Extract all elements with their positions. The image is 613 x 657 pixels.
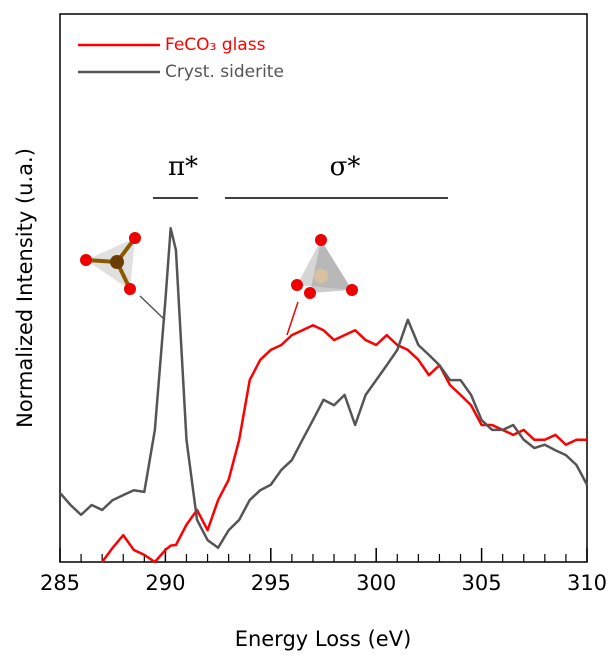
x-axis-label: Energy Loss (eV) bbox=[235, 627, 412, 651]
legend-label: Cryst. siderite bbox=[165, 62, 284, 82]
x-tick-label: 285 bbox=[40, 571, 80, 595]
sigma-annotation: σ* bbox=[330, 152, 361, 182]
pi-annotation: π* bbox=[168, 152, 198, 182]
plot-frame bbox=[59, 13, 588, 563]
tetrahedral-icon bbox=[286, 234, 358, 336]
x-tick-label: 290 bbox=[145, 571, 185, 595]
x-tick-label: 295 bbox=[251, 571, 291, 595]
x-tick-label: 300 bbox=[356, 571, 396, 595]
x-tick-label: 310 bbox=[567, 571, 607, 595]
legend-label: FeCO₃ glass bbox=[165, 35, 266, 55]
carbonate-icon bbox=[80, 232, 166, 321]
series-line bbox=[101, 324, 587, 564]
y-axis-label: Normalized Intensity (u.a.) bbox=[13, 148, 37, 428]
x-tick-label: 305 bbox=[462, 571, 502, 595]
series-line bbox=[59, 227, 589, 550]
